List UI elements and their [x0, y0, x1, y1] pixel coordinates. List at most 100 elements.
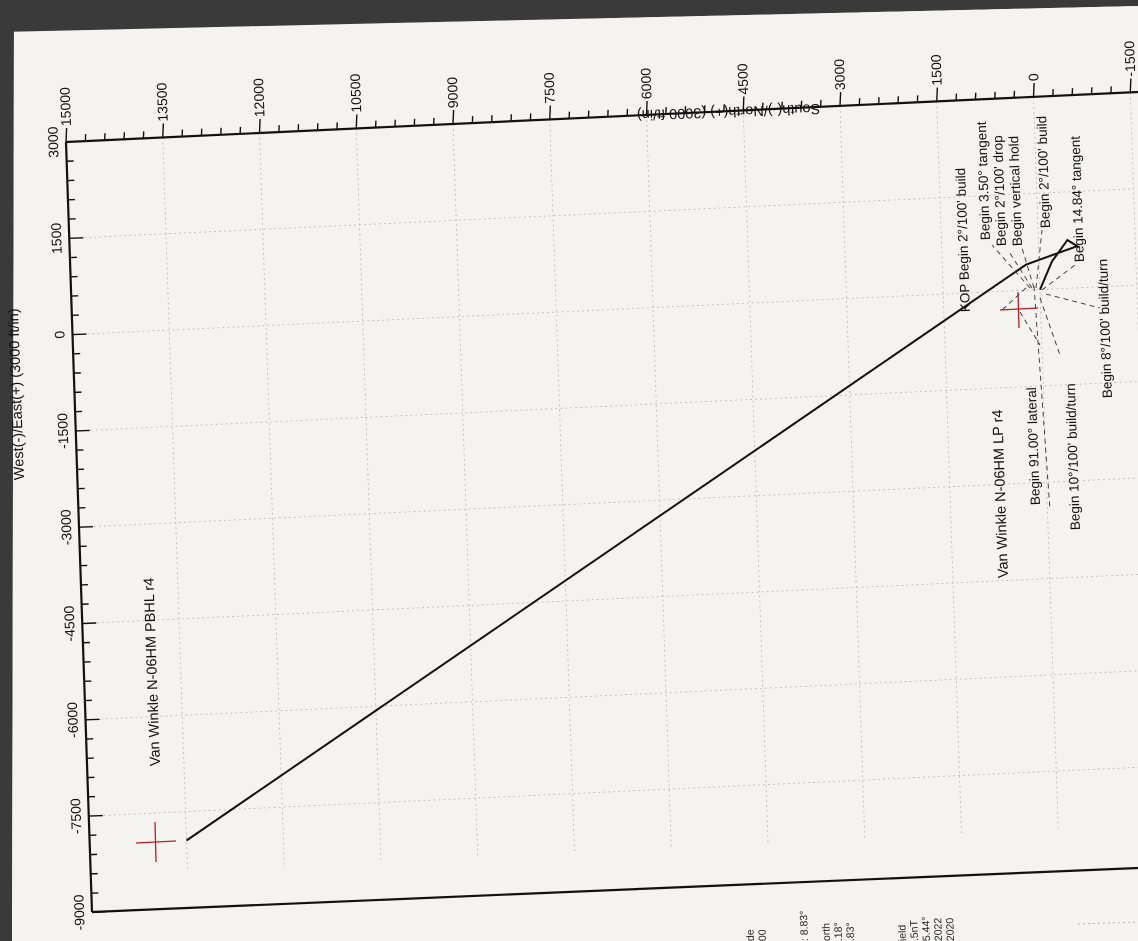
ns-tick-label: 9000: [444, 77, 461, 109]
annotation-build-turn-8: Begin 8°/100' build/turn: [1095, 259, 1115, 399]
ns-tick: [355, 114, 358, 129]
ns-tick-label: 3000: [831, 59, 848, 91]
legend-frag-2a: : 8.83°: [798, 910, 811, 941]
x-axis-title: South(-)/North(+) (3000 ft/in): [637, 100, 821, 122]
grid-ns-9: [936, 101, 962, 834]
legend-frag-4b: .5nT: [908, 919, 921, 941]
ns-tick: [258, 118, 261, 134]
axis-tick-labels: 15000 13500 12000 10500 9000 7500 6000 4500 3000…: [44, 40, 1138, 930]
ew-tick-label: -1500: [54, 413, 71, 450]
ns-tick: [645, 100, 648, 116]
ew-tick: [88, 814, 103, 817]
leader-build-turn-8: [1045, 293, 1101, 309]
ns-tick: [839, 91, 842, 107]
ns-tick: [65, 127, 68, 143]
paper-area: [12, 6, 1138, 941]
ew-tick-label: -6000: [64, 702, 81, 739]
annotation-build-turn-10: Begin 10°/100' build/turn: [1063, 383, 1083, 530]
ns-tick: [1129, 78, 1132, 93]
leader-tangent-350: [991, 244, 1031, 289]
target-pbhl-label: Van Winkle N-06HM PBHL r4: [141, 577, 164, 766]
legend-frag-1b: 00: [757, 929, 769, 941]
ns-tick-label: 4500: [734, 63, 751, 95]
ew-tick-label: -9000: [70, 894, 87, 931]
leader-lateral: [1019, 311, 1041, 346]
ew-tick: [82, 622, 97, 625]
annotation-drop: Begin 2°/100' drop: [990, 135, 1009, 246]
annotation-hold: Begin vertical hold: [1006, 136, 1025, 247]
annotation-kop: KOP Begin 2°/100' build: [953, 168, 973, 313]
ew-tick-label: 1500: [48, 222, 65, 254]
target-pbhl-v: [154, 821, 157, 863]
grid-ns-8: [839, 105, 866, 838]
legend-fragment-1: de 00: [745, 929, 769, 941]
target-lp-marker: [999, 291, 1039, 329]
leader-hold: [1021, 247, 1035, 289]
grid-ns-6: [646, 114, 672, 847]
ns-tick-label: 0: [1025, 73, 1041, 82]
leader-build-turn-10: [1039, 297, 1061, 356]
legend-frag-4d: 2022: [932, 917, 945, 941]
legend-frag-3b: .18°: [832, 922, 845, 941]
ns-tick-label: 15000: [57, 87, 74, 127]
ns-tick-label: 6000: [637, 68, 654, 100]
ns-tick-label: 10500: [347, 73, 364, 113]
ew-tick: [72, 333, 87, 336]
ew-axis-line: [64, 141, 94, 913]
grid-ns-5: [549, 119, 575, 852]
ns-tick-label: 13500: [153, 82, 170, 122]
ns-tick: [936, 87, 939, 102]
legend-frag-4a: ield: [896, 924, 909, 941]
legend-fragment-4: ield .5nT 5.44° 2022 2020: [896, 916, 957, 941]
y-axis-title: West(-)/East(+) (3000 ft/in): [6, 308, 28, 480]
ew-tick-label: -7500: [67, 798, 84, 835]
grid-ns-10: [1033, 96, 1059, 829]
annotation-tangent-350: Begin 3.50° tangent: [974, 121, 993, 240]
grid-ns-1: [162, 137, 188, 870]
ns-tick: [162, 123, 165, 138]
scan-left-border: [0, 0, 14, 941]
ns-tick-label: 7500: [541, 72, 558, 104]
ew-tick-label: 3000: [44, 126, 61, 158]
well-path-line: [185, 238, 1080, 842]
leader-build2: [1035, 229, 1043, 289]
axis-ticks: [65, 78, 1132, 914]
annotation-tangent-1484: Begin 14.84° tangent: [1068, 135, 1087, 262]
legend-fragment-2: : 8.83°: [798, 910, 811, 941]
ew-tick: [75, 429, 90, 432]
annotation-build2: Begin 2°/100' build: [1034, 116, 1053, 229]
ew-tick: [85, 718, 100, 721]
ns-tick-label: -1500: [1121, 40, 1138, 77]
leader-kop: [1001, 287, 1027, 311]
bottom-border-line: [91, 866, 1138, 914]
ew-tick-label: -4500: [61, 605, 78, 642]
ns-tick: [549, 105, 552, 120]
leader-origin: [1033, 285, 1051, 511]
ew-tick-label: 0: [51, 330, 67, 339]
target-pbhl-marker: [135, 821, 177, 863]
annotation-leaders: [991, 229, 1101, 511]
ns-tick: [452, 109, 455, 125]
ew-tick: [69, 237, 84, 239]
target-lp-v: [1017, 291, 1020, 329]
ns-tick-label: 1500: [928, 54, 945, 86]
target-lp-label: Van Winkle N-06HM LP r4: [990, 409, 1012, 578]
grid-ns-3: [355, 128, 382, 861]
grid-ns-2: [259, 132, 285, 865]
grid-ns-4: [452, 123, 479, 856]
leader-drop: [1007, 249, 1033, 289]
ns-axis-line: [65, 90, 1138, 144]
legend-frag-1a: de: [745, 929, 757, 941]
ns-tick: [742, 96, 745, 111]
legend-frag-3a: orth: [820, 923, 833, 941]
ns-tick: [1032, 82, 1035, 98]
ew-tick-label: -3000: [57, 509, 74, 546]
grid-ns-7: [742, 110, 769, 843]
legend-fragment-3: orth .18° .83°: [820, 922, 857, 941]
grid-lines: [69, 92, 1138, 870]
legend-frag-4c: 5.44°: [920, 916, 933, 941]
ew-tick: [78, 526, 94, 528]
legend-frag-3c: .83°: [844, 922, 857, 941]
scan-top-border: [0, 0, 1138, 32]
